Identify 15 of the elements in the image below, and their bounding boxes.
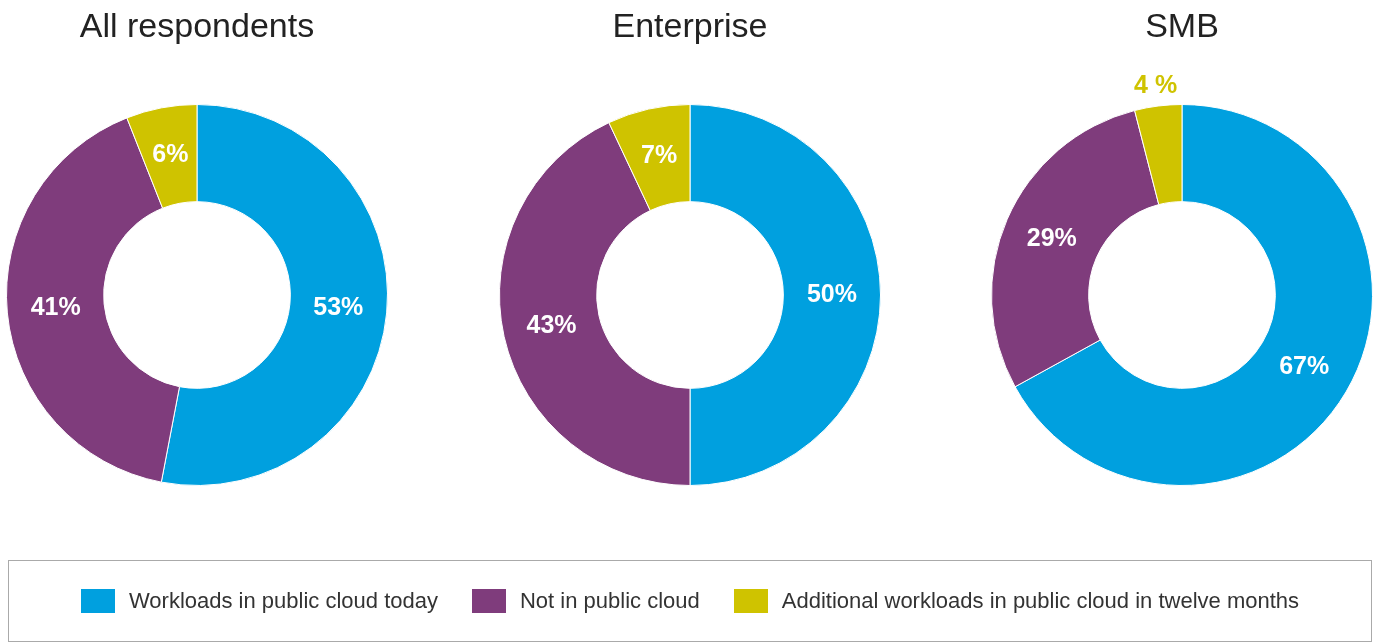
legend-label: Not in public cloud [519, 588, 700, 614]
chart-title: All respondents [78, 6, 316, 45]
data-label: 67% [1279, 351, 1330, 380]
chart-title: SMB [1144, 6, 1220, 45]
data-label: 53% [313, 292, 364, 321]
legend-label: Workloads in public cloud today [128, 588, 438, 614]
data-label: 4 % [1134, 70, 1178, 99]
data-label: 7% [640, 140, 678, 169]
data-label: 50% [806, 278, 857, 307]
chart-title: Enterprise [611, 6, 769, 45]
data-label: 29% [1026, 222, 1077, 251]
legend-label: Additional workloads in public cloud in twelve months [781, 588, 1300, 614]
data-label: 43% [526, 309, 577, 338]
data-label: 6% [152, 139, 189, 168]
data-label: 41% [30, 292, 81, 321]
